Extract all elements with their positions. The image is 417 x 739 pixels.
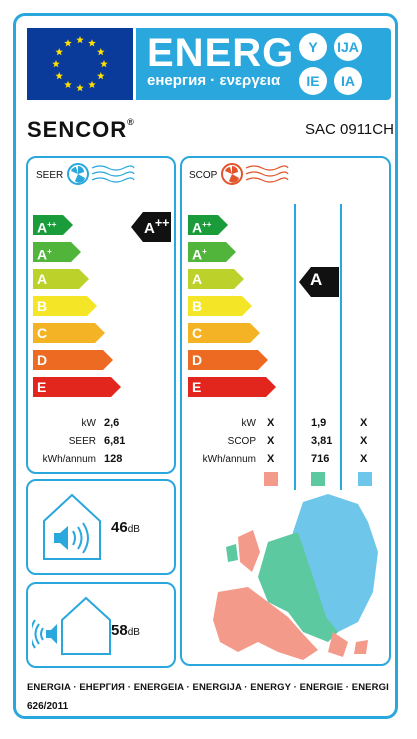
zone-warm-swatch [264,472,278,486]
lang-badge-ija: IJA [334,33,362,61]
scop-row-value: X [267,417,275,429]
scop-row-label: kW [241,418,256,429]
scop-row-label: kWh/annum [202,454,256,465]
scop-panel [180,156,391,666]
footer-languages: ENERGIA · ЕНЕРГИЯ · ENERGEIA · ENERGIJA … [27,682,389,693]
europe-climate-map [213,494,378,660]
outdoor-house-speaker-icon [32,596,111,655]
seer-class-5: D [33,350,113,370]
seer-class-2: A [33,269,89,289]
zone-cold-swatch [358,472,372,486]
seer-row-kwh-value: 128 [104,453,123,465]
label-frame [13,13,398,719]
seer-row-kw-label: kW [81,418,96,429]
scop-row-value: X [360,453,368,465]
zone-average-swatch [311,472,325,486]
indoor-noise-panel [26,479,176,575]
energy-title: ENERG [147,31,295,75]
scop-row-value: 3,81 [311,435,333,447]
regulation-number: 626/2011 [27,701,69,712]
seer-class-3: B [33,296,97,316]
scop-divider-1 [294,204,296,490]
fan-cool-icon [67,163,135,185]
seer-rating-value: A++ [144,216,170,237]
indoor-house-speaker-icon [43,493,101,560]
scop-class-5: D [188,350,268,370]
scop-row-value: X [267,435,275,447]
scop-rating-value: A [310,270,323,289]
seer-class-6: E [33,377,121,397]
seer-row-seer-label: SEER [68,436,96,447]
scop-class-2: A [188,269,244,289]
scop-class-4: C [188,323,260,343]
lang-badge-ia: IA [334,67,362,95]
seer-row-kw-value: 2,6 [104,417,120,429]
scop-divider-2 [340,204,342,490]
eu-flag [27,28,133,100]
seer-panel [26,156,176,474]
lang-badge-y: Y [299,33,327,61]
seer-class-0: A++ [33,215,73,235]
scop-class-1: A+ [188,242,236,262]
seer-rating-arrow [131,212,171,242]
brand-logo: SENCOR® [27,117,135,142]
seer-label: SEER [36,170,64,181]
seer-row-kwh-label: kWh/annum [42,454,96,465]
seer-class-1: A+ [33,242,81,262]
scop-class-0: A++ [188,215,228,235]
lang-badge-ie: IE [299,67,327,95]
scop-class-3: B [188,296,252,316]
scop-label: SCOP [189,170,218,181]
seer-row-seer-value: 6,81 [104,435,126,447]
scop-row-value: X [360,435,368,447]
scop-row-value: X [267,453,275,465]
eu-stars-icon [52,36,108,92]
scop-class-6: E [188,377,276,397]
fan-heat-icon [221,163,289,185]
outdoor-noise-value: 58dB [111,622,140,639]
model-number: SAC 0911CH [305,121,394,138]
scop-row-value: 716 [311,453,330,465]
indoor-noise-value: 46dB [111,519,140,536]
energy-subtitle: енергия · ενεργεια [147,72,281,89]
scop-row-value: 1,9 [311,417,327,429]
outdoor-noise-panel [26,582,176,668]
seer-class-4: C [33,323,105,343]
scop-row-value: X [360,417,368,429]
scop-row-label: SCOP [227,436,256,447]
scop-rating-arrow [299,267,339,297]
